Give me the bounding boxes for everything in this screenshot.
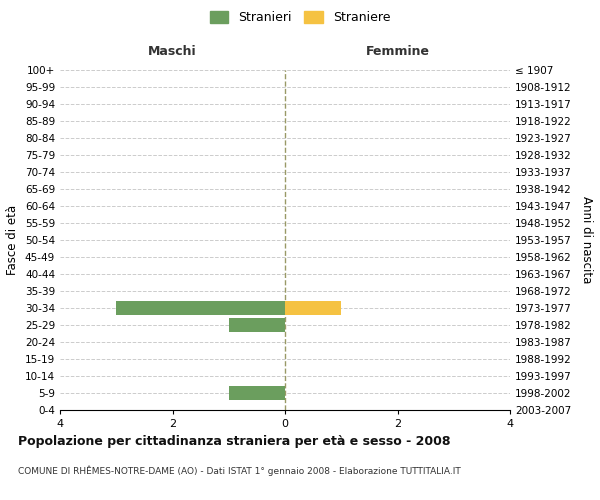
Legend: Stranieri, Straniere: Stranieri, Straniere <box>209 11 391 24</box>
Y-axis label: Fasce di età: Fasce di età <box>7 205 19 275</box>
Text: COMUNE DI RHÊMES-NOTRE-DAME (AO) - Dati ISTAT 1° gennaio 2008 - Elaborazione TUT: COMUNE DI RHÊMES-NOTRE-DAME (AO) - Dati … <box>18 465 461 475</box>
Y-axis label: Anni di nascita: Anni di nascita <box>580 196 593 284</box>
Bar <box>285 301 341 315</box>
Text: Popolazione per cittadinanza straniera per età e sesso - 2008: Popolazione per cittadinanza straniera p… <box>18 435 451 448</box>
Bar <box>229 318 285 332</box>
Bar <box>229 386 285 400</box>
Text: Femmine: Femmine <box>365 45 430 58</box>
Bar <box>116 301 285 315</box>
Text: Maschi: Maschi <box>148 45 197 58</box>
